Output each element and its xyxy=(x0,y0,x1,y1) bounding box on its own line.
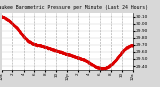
Text: Milwaukee Barometric Pressure per Minute (Last 24 Hours): Milwaukee Barometric Pressure per Minute… xyxy=(0,5,148,10)
